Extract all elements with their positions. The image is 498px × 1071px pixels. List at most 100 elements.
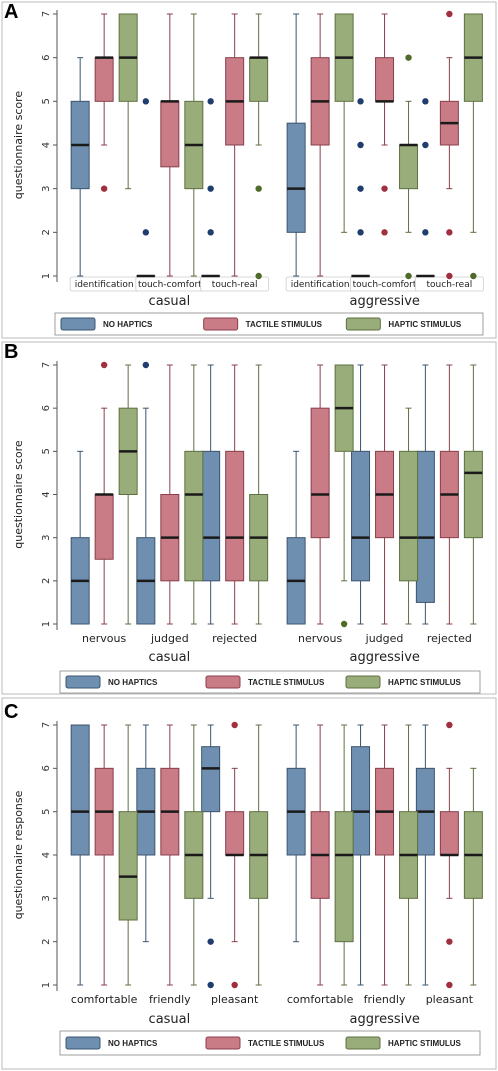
category-label-box <box>200 276 270 292</box>
box-no-haptics <box>351 98 371 278</box>
box-body <box>225 450 245 582</box>
box-no-haptics <box>70 450 90 625</box>
category-label: nervous <box>82 632 126 645</box>
box-no-haptics <box>415 98 435 278</box>
box-no-haptics <box>286 450 306 625</box>
category-label: friendly <box>149 993 191 1006</box>
category-label: friendly <box>364 993 406 1006</box>
box-body <box>415 450 435 603</box>
y-tick-label: 7 <box>41 722 52 728</box>
box-no-haptics <box>201 98 221 278</box>
y-tick-label: 2 <box>41 578 52 584</box>
category-label: comfortable <box>71 993 138 1006</box>
box-no-haptics <box>70 57 90 277</box>
box-body <box>118 811 138 921</box>
box-body <box>286 122 306 233</box>
y-tick-label: 4 <box>41 142 52 148</box>
box-tactile <box>225 721 245 989</box>
category-label: identification <box>75 280 134 290</box>
y-tick-label: 2 <box>41 229 52 235</box>
box-tactile <box>439 721 459 989</box>
y-tick-label: 1 <box>41 273 52 279</box>
y-tick-label: 5 <box>41 448 52 454</box>
legend-label-no-haptics: NO HAPTICS <box>103 320 153 329</box>
category-label: touch-comfort <box>353 280 417 290</box>
outlier-point <box>100 185 108 192</box>
outlier-point <box>142 98 150 105</box>
box-body <box>94 494 114 560</box>
box-haptic <box>118 364 138 625</box>
group-label: casual <box>149 294 191 309</box>
box-haptic <box>334 13 354 233</box>
legend-swatch-haptic <box>345 675 381 689</box>
category-label: rejected <box>212 632 257 645</box>
outlier-point <box>470 272 477 280</box>
box-tactile <box>160 724 180 986</box>
box-body <box>70 724 90 856</box>
group-label: aggressive <box>350 1012 420 1027</box>
y-axis-label: questionnaire score <box>12 440 25 549</box>
legend-label-tactile: TACTILE STIMULUS <box>246 320 323 329</box>
group-label: casual <box>149 1012 191 1027</box>
panel-border <box>1 1 497 339</box>
panel-B: B 1 2 3 4 5 6 7 questionnaire score nervous judged… <box>1 341 497 695</box>
box-haptic <box>118 13 138 190</box>
legend-label-no-haptics: NO HAPTICS <box>108 1039 158 1048</box>
y-tick-label: 5 <box>41 98 52 104</box>
outlier-point <box>142 229 150 236</box>
legend-label-haptic: HAPTIC STIMULUS <box>388 320 462 329</box>
box-body <box>463 450 483 539</box>
outlier-point <box>405 54 412 61</box>
box-no-haptics <box>351 364 371 625</box>
legend-swatch-no-haptics <box>65 675 101 689</box>
legend-frame <box>59 1030 481 1056</box>
legend-swatch-no-haptics <box>65 1036 101 1050</box>
outlier-point <box>207 938 214 945</box>
outlier-point <box>231 981 238 989</box>
outlier-point <box>231 721 238 729</box>
box-haptic <box>184 13 204 277</box>
legend-label-tactile: TACTILE STIMULUS <box>248 1039 325 1048</box>
legend-label-tactile: TACTILE STIMULUS <box>248 678 325 687</box>
y-tick-label: 7 <box>41 11 52 17</box>
legend-swatch-haptic <box>345 1036 381 1050</box>
y-tick-label: 3 <box>41 534 52 540</box>
category-label: rejected <box>427 632 472 645</box>
box-no-haptics <box>136 361 156 625</box>
box-tactile <box>94 13 114 192</box>
box-no-haptics <box>136 98 156 278</box>
panel-letter: C <box>4 701 18 723</box>
box-tactile <box>375 724 395 986</box>
box-body <box>225 811 245 856</box>
y-tick-label: 3 <box>41 895 52 901</box>
legend-label-haptic: HAPTIC STIMULUS <box>388 678 462 687</box>
outlier-point <box>381 229 388 236</box>
legend: NO HAPTICS TACTILE STIMULUS HAPTIC STIMULU… <box>59 1030 481 1056</box>
box-body <box>334 811 354 943</box>
legend: NO HAPTICS TACTILE STIMULUS HAPTIC STIMULU… <box>59 670 481 694</box>
outlier-point <box>142 361 150 369</box>
y-tick-label: 1 <box>41 621 52 627</box>
box-body <box>351 746 371 856</box>
legend-swatch-no-haptics <box>60 317 96 331</box>
box-no-haptics <box>136 724 156 943</box>
legend-swatch-haptic <box>345 317 381 331</box>
legend-label-haptic: HAPTIC STIMULUS <box>388 1039 462 1048</box>
box-no-haptics <box>201 364 221 625</box>
y-tick-label: 3 <box>41 185 52 191</box>
y-tick-label: 4 <box>41 491 52 497</box>
y-tick-label: 6 <box>41 405 52 411</box>
box-body <box>249 57 269 102</box>
box-haptic <box>184 364 204 625</box>
box-haptic <box>334 364 354 628</box>
box-tactile <box>375 13 395 236</box>
box-tactile <box>375 364 395 625</box>
category-label: judged <box>150 632 189 645</box>
outlier-point <box>357 98 364 105</box>
outlier-point <box>446 981 453 989</box>
box-body <box>201 746 221 813</box>
box-haptic <box>334 724 354 986</box>
box-tactile <box>310 13 330 277</box>
box-no-haptics <box>286 13 306 277</box>
